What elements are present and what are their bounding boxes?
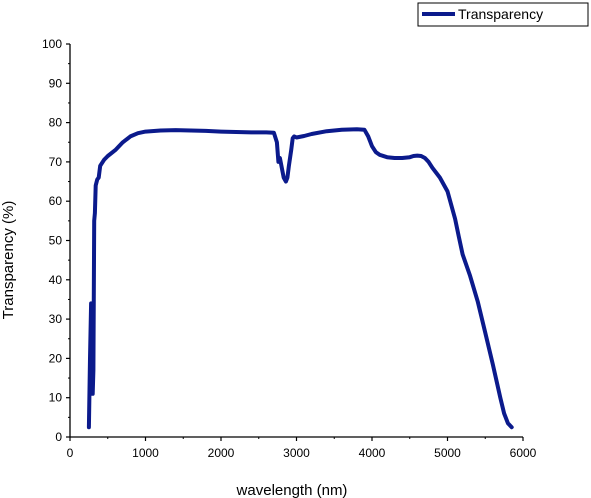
y-tick-label: 90 <box>49 76 63 90</box>
y-axis: 0 10 20 30 40 50 60 70 80 90 100 <box>42 37 71 444</box>
y-tick-label: 0 <box>55 430 62 444</box>
x-tick-label: 3000 <box>283 446 310 460</box>
y-tick-label: 80 <box>49 116 63 130</box>
legend: Transparency <box>417 2 589 27</box>
x-tick-label: 1000 <box>132 446 159 460</box>
legend-label: Transparency <box>458 6 543 22</box>
plot-area <box>86 127 514 430</box>
x-tick-label: 6000 <box>510 446 537 460</box>
y-tick-label: 70 <box>49 155 63 169</box>
y-tick-label: 10 <box>49 391 63 405</box>
y-tick-label: 100 <box>42 37 62 51</box>
series-line <box>86 127 514 430</box>
legend-box <box>417 2 589 27</box>
y-tick-label: 20 <box>49 351 63 365</box>
x-tick-label: 2000 <box>208 446 235 460</box>
x-tick-label: 5000 <box>434 446 461 460</box>
x-axis-title: wavelength (nm) <box>236 482 348 498</box>
y-tick-label: 60 <box>49 194 63 208</box>
y-tick-label: 50 <box>49 234 63 248</box>
x-tick-label: 4000 <box>359 446 386 460</box>
y-axis-title: Transparency (%) <box>0 201 17 320</box>
y-tick-label: 30 <box>49 312 63 326</box>
x-axis: 0 1000 2000 3000 4000 5000 6000 <box>67 436 537 460</box>
x-tick-label: 0 <box>67 446 74 460</box>
y-tick-label: 40 <box>49 273 63 287</box>
